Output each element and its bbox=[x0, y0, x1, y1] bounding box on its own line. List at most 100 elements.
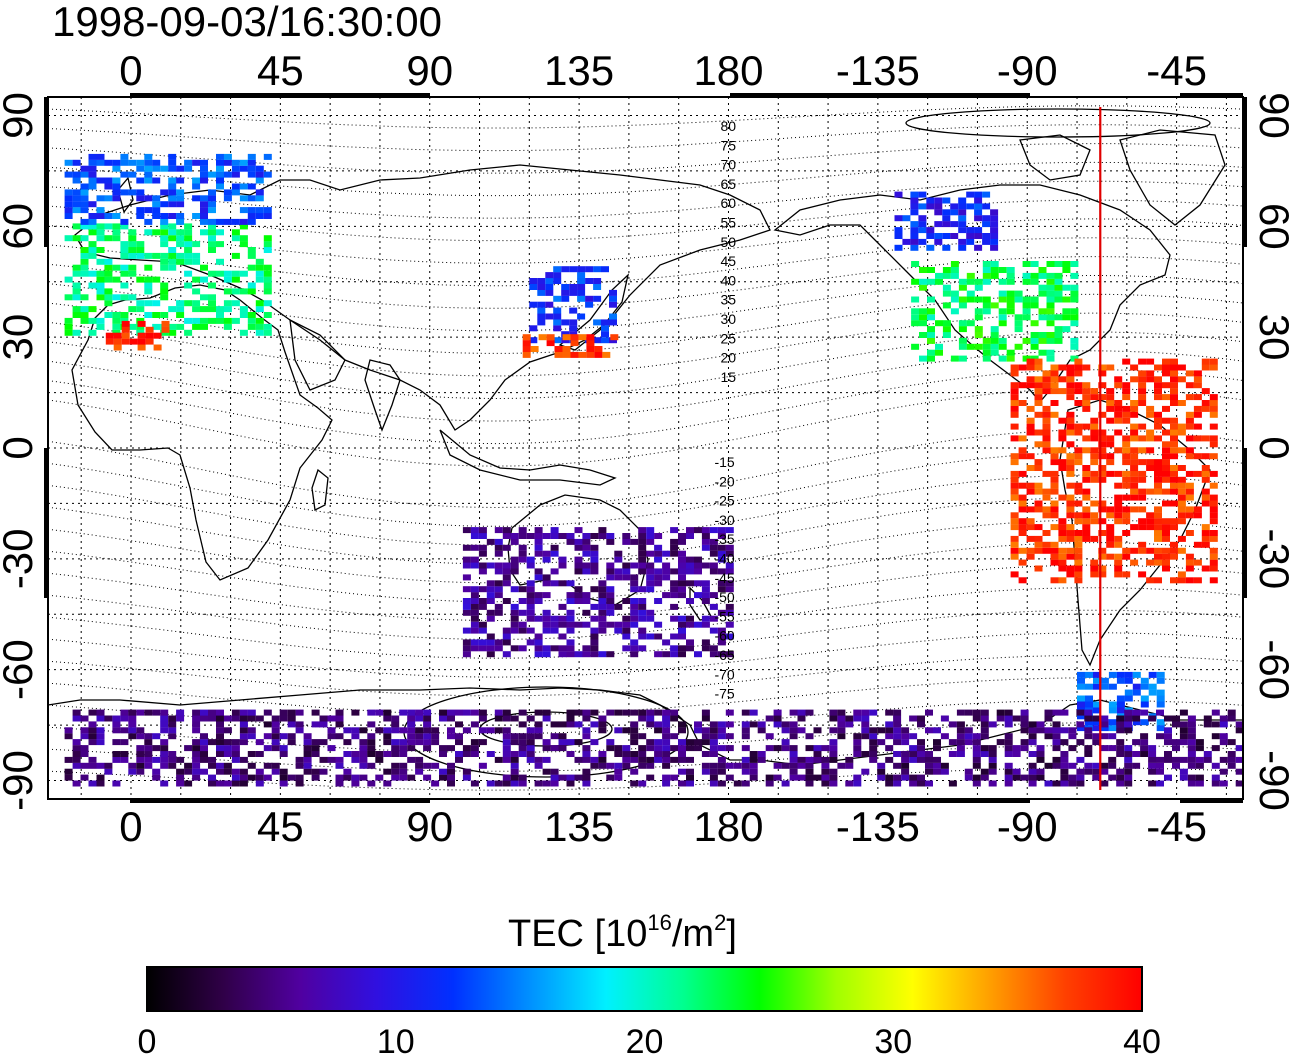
tec-cell bbox=[1050, 447, 1059, 454]
tec-cell bbox=[486, 633, 495, 640]
tec-cell bbox=[144, 751, 153, 757]
tec-cell bbox=[717, 768, 726, 775]
tec-cell bbox=[550, 774, 559, 781]
tec-cell bbox=[717, 533, 726, 539]
tec-cell bbox=[1092, 715, 1101, 722]
tec-cell bbox=[630, 709, 639, 716]
right-lat-tick: 60 bbox=[1251, 203, 1292, 250]
tec-cell bbox=[821, 768, 830, 775]
tec-cell bbox=[956, 751, 965, 757]
tec-cell bbox=[359, 751, 368, 757]
tec-cell bbox=[1122, 382, 1131, 389]
tec-cell bbox=[391, 739, 400, 746]
tec-cell bbox=[1026, 524, 1035, 531]
tec-cell bbox=[1058, 435, 1067, 442]
tec-cell bbox=[152, 207, 161, 214]
tec-cell bbox=[940, 715, 949, 722]
tec-cell bbox=[1034, 411, 1043, 418]
tec-cell bbox=[1052, 733, 1061, 740]
tec-cell bbox=[200, 751, 208, 757]
tec-cell bbox=[1164, 733, 1172, 740]
tec-cell bbox=[145, 332, 154, 339]
tec-cell bbox=[168, 153, 177, 160]
tec-cell bbox=[1042, 417, 1051, 424]
tec-cell bbox=[128, 235, 137, 242]
tec-cell bbox=[1130, 447, 1139, 454]
tec-cell bbox=[72, 270, 81, 277]
tec-cell bbox=[522, 346, 531, 352]
tec-cell bbox=[638, 762, 647, 769]
tec-cell bbox=[447, 780, 455, 787]
tec-cell bbox=[518, 780, 527, 787]
tec-cell bbox=[606, 745, 615, 752]
tec-cell bbox=[1066, 376, 1075, 383]
tec-cell bbox=[654, 633, 663, 640]
tec-cell bbox=[654, 745, 663, 752]
tec-cell bbox=[64, 756, 73, 763]
tec-cell bbox=[662, 639, 671, 646]
tec-cell bbox=[104, 183, 113, 190]
tec-cell bbox=[192, 751, 201, 757]
tec-cell bbox=[919, 308, 927, 315]
tec-cell bbox=[208, 294, 216, 301]
tec-cell bbox=[192, 159, 201, 166]
tec-cell bbox=[1209, 518, 1218, 525]
tec-cell bbox=[606, 533, 615, 539]
tec-cell bbox=[1046, 290, 1055, 297]
tec-cell bbox=[861, 709, 870, 716]
tec-cell bbox=[550, 544, 559, 551]
tec-cell bbox=[104, 264, 113, 271]
tec-cell bbox=[510, 627, 519, 634]
tec-cell bbox=[160, 288, 169, 295]
tec-cell bbox=[1034, 441, 1043, 448]
tec-cell bbox=[630, 727, 639, 734]
tec-cell bbox=[1219, 768, 1228, 775]
tec-cell bbox=[462, 609, 471, 616]
tec-cell bbox=[383, 739, 392, 746]
tec-cell bbox=[80, 195, 89, 202]
tec-cell bbox=[550, 550, 559, 557]
tec-cell bbox=[1154, 482, 1162, 489]
tec-cell bbox=[1100, 768, 1109, 775]
tec-cell bbox=[351, 756, 360, 763]
tec-cell bbox=[176, 780, 185, 787]
tec-cell bbox=[1154, 417, 1162, 424]
tec-cell bbox=[829, 774, 838, 781]
tec-cell bbox=[1154, 388, 1162, 395]
tec-cell bbox=[1138, 358, 1147, 365]
tec-cell bbox=[144, 177, 153, 184]
tec-cell bbox=[502, 574, 511, 581]
tec-cell bbox=[96, 762, 105, 769]
tec-cell bbox=[462, 544, 471, 551]
tec-cell bbox=[192, 195, 201, 202]
tec-cell bbox=[1036, 751, 1045, 757]
tec-cell bbox=[550, 533, 559, 539]
tec-cell bbox=[990, 227, 999, 234]
tec-cell bbox=[598, 609, 607, 616]
tec-cell bbox=[741, 727, 750, 734]
tec-cell bbox=[1156, 701, 1165, 708]
tec-cell bbox=[1130, 400, 1139, 406]
tec-cell bbox=[638, 550, 647, 557]
tec-cell bbox=[1022, 261, 1031, 267]
tec-cell bbox=[255, 213, 264, 219]
tec-cell bbox=[168, 247, 177, 253]
tec-cell bbox=[590, 645, 599, 652]
tec-cell bbox=[1122, 459, 1131, 466]
tec-cell bbox=[662, 727, 671, 734]
tec-cell bbox=[120, 312, 129, 318]
tec-cell bbox=[470, 603, 479, 610]
tec-cell bbox=[1132, 709, 1141, 716]
tec-cell bbox=[176, 258, 185, 265]
tec-cell bbox=[176, 201, 185, 208]
tec-cell bbox=[1028, 733, 1037, 740]
tec-cell bbox=[1146, 465, 1155, 471]
tec-cell bbox=[1082, 488, 1091, 495]
tec-cell bbox=[478, 621, 487, 628]
tec-cell bbox=[144, 153, 153, 160]
tec-cell bbox=[610, 334, 619, 341]
tec-cell bbox=[223, 218, 232, 225]
tec-cell bbox=[1106, 441, 1115, 448]
tec-cell bbox=[1138, 435, 1147, 442]
tec-cell bbox=[1177, 447, 1186, 454]
